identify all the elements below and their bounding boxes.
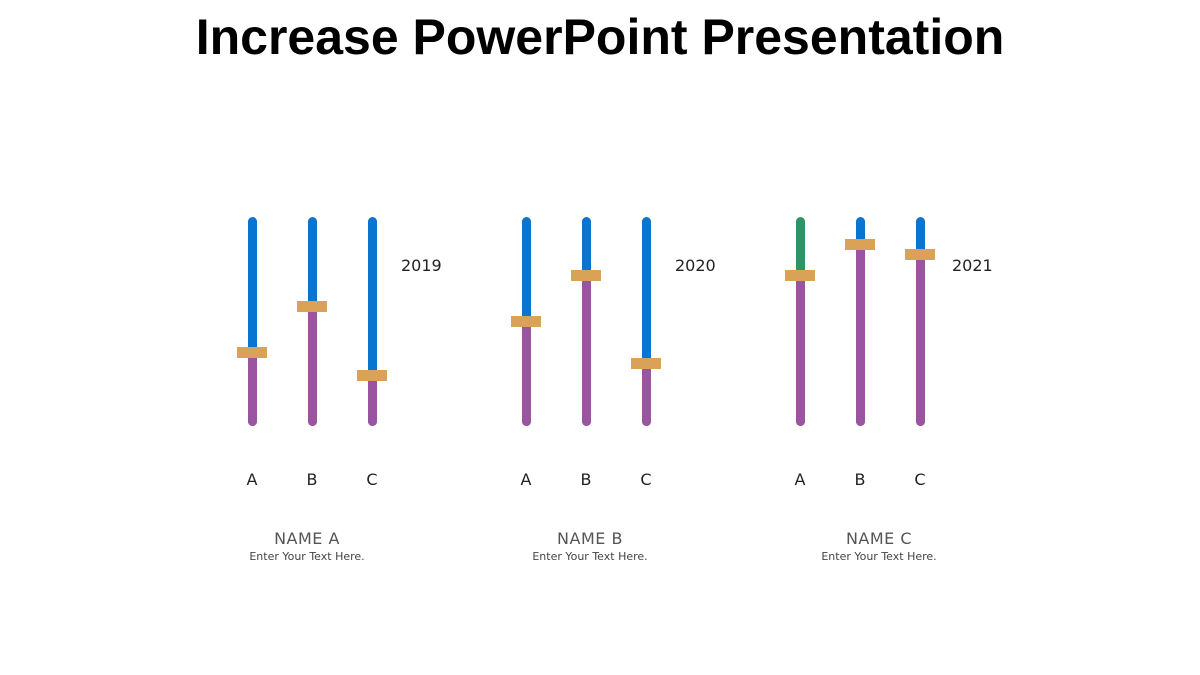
slider-track-c (367, 217, 377, 426)
slider-handle[interactable] (571, 270, 601, 282)
category-label: B (854, 470, 866, 489)
category-label: C (640, 470, 652, 489)
group-description: Enter Your Text Here. (532, 550, 648, 563)
slider-handle[interactable] (785, 270, 815, 282)
category-label: A (520, 470, 532, 489)
slider-handle[interactable] (237, 347, 267, 359)
slider-handle[interactable] (631, 357, 661, 369)
slider-track-b (855, 217, 865, 426)
group-description: Enter Your Text Here. (821, 550, 937, 563)
slider-handle[interactable] (845, 238, 875, 250)
slider-handle[interactable] (297, 301, 327, 313)
slider-handle[interactable] (905, 249, 935, 261)
group-name: NAME A (274, 529, 340, 548)
slide-title: Increase PowerPoint Presentation (195, 9, 1005, 65)
slider-track-b (581, 217, 591, 426)
slider-handle[interactable] (511, 316, 541, 327)
slider-track-c (915, 217, 925, 426)
group-description: Enter Your Text Here. (249, 550, 365, 563)
group-name: NAME C (845, 529, 913, 548)
slider-handle[interactable] (357, 370, 387, 382)
group-name: NAME B (557, 529, 623, 548)
slider-track-c (641, 217, 651, 426)
category-label: B (306, 470, 318, 489)
year-label: 2019 (401, 256, 442, 275)
category-label: B (580, 470, 592, 489)
year-label: 2021 (952, 256, 993, 275)
category-label: C (366, 470, 378, 489)
category-label: A (794, 470, 806, 489)
slider-track-a (795, 217, 805, 426)
slider-track-b (307, 217, 317, 426)
year-label: 2020 (675, 256, 716, 275)
category-label: A (246, 470, 258, 489)
slider-track-a (247, 217, 257, 426)
category-label: C (914, 470, 926, 489)
